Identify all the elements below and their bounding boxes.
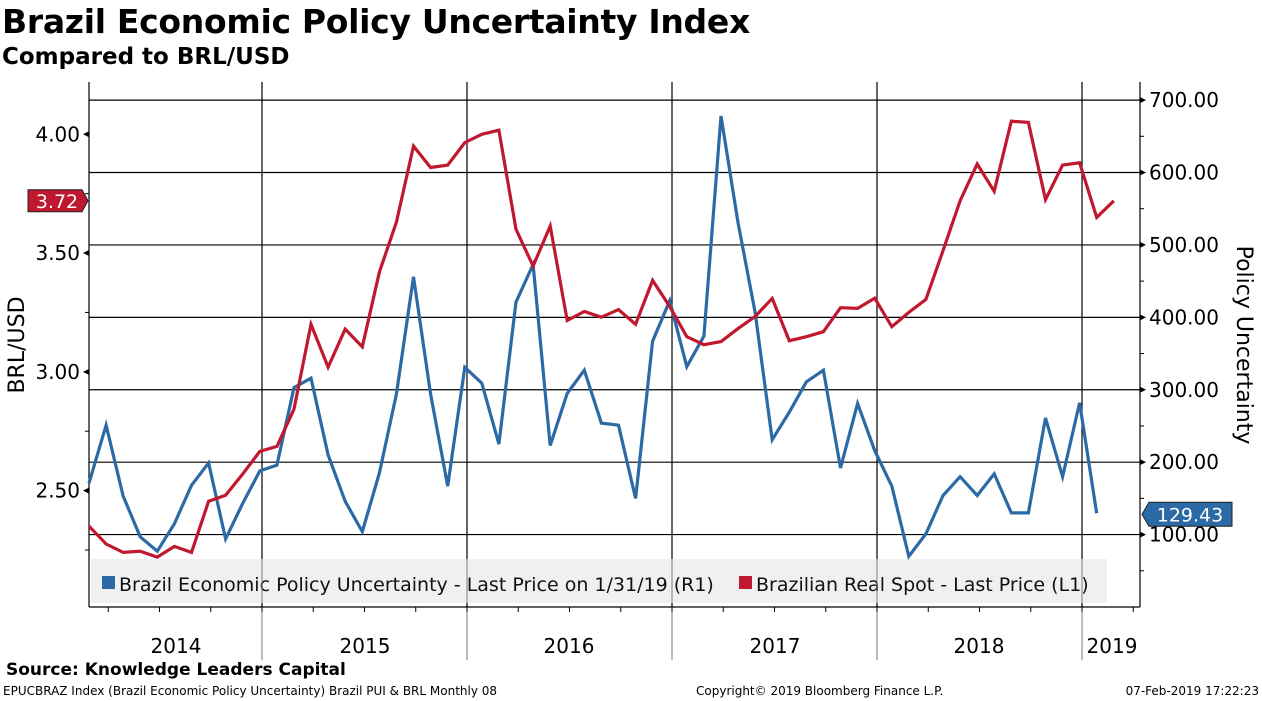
axes: 2.503.003.504.00100.00200.00300.00400.00… — [35, 82, 1219, 658]
footer-copyright: Copyright© 2019 Bloomberg Finance L.P. — [696, 684, 944, 698]
x-axis-year-label: 2014 — [151, 634, 202, 658]
right-axis-tick-label: 500.00 — [1149, 233, 1219, 257]
left-axis-tick-label: 3.50 — [35, 241, 80, 265]
x-axis-year-label: 2016 — [544, 634, 595, 658]
legend-label-policy-uncertainty: Brazil Economic Policy Uncertainty - Las… — [119, 574, 714, 596]
legend-label-brl-spot: Brazilian Real Spot - Last Price (L1) — [756, 574, 1089, 596]
last-value-text-policy: 129.43 — [1157, 504, 1223, 526]
left-axis-tick — [83, 131, 89, 138]
left-axis-label: BRL/USD — [5, 296, 30, 393]
right-axis-tick — [1140, 459, 1146, 466]
last-value-tag-brl — [27, 189, 89, 213]
right-axis-tick-label: 600.00 — [1149, 161, 1219, 185]
x-axis-year-label: 2015 — [340, 634, 391, 658]
left-axis-tick — [83, 487, 89, 494]
chart-title: Brazil Economic Policy Uncertainty Index — [2, 2, 750, 41]
legend-background — [91, 559, 1107, 603]
right-axis-tick — [1140, 169, 1146, 176]
right-axis-tick — [1140, 531, 1146, 538]
x-axis-year-label: 2018 — [954, 634, 1005, 658]
source-note: Source: Knowledge Leaders Capital — [6, 660, 346, 680]
right-axis-tick — [1140, 314, 1146, 321]
left-axis-tick-label: 3.00 — [35, 360, 80, 384]
chart-subtitle: Compared to BRL/USD — [2, 44, 290, 70]
right-axis-label: Policy Uncertainty — [1231, 246, 1256, 445]
legend: Brazil Economic Policy Uncertainty - Las… — [91, 559, 1107, 603]
legend-swatch-brl-spot — [739, 576, 752, 589]
last-value-tag-policy — [1141, 501, 1233, 527]
left-axis-tick — [83, 368, 89, 375]
legend-swatch-policy-uncertainty — [102, 576, 115, 589]
left-axis-tick — [83, 250, 89, 257]
footer-description: EPUCBRAZ Index (Brazil Economic Policy U… — [3, 684, 498, 698]
right-axis-tick-label: 700.00 — [1149, 88, 1219, 112]
left-axis-tick-label: 2.50 — [35, 479, 80, 503]
x-axis-year-label: 2017 — [750, 634, 801, 658]
last-value-tags: 3.72 129.43 — [27, 189, 1233, 527]
series-line-policy-uncertainty — [87, 115, 1099, 560]
last-value-text-brl: 3.72 — [36, 191, 78, 213]
right-axis-tick — [1140, 97, 1146, 104]
right-axis-tick-label: 200.00 — [1149, 450, 1219, 474]
right-axis-tick-label: 300.00 — [1149, 378, 1219, 402]
series-line-brl-spot — [87, 119, 1115, 559]
gridlines — [89, 82, 1140, 660]
x-axis-year-label: 2019 — [1087, 634, 1138, 658]
right-axis-tick — [1140, 386, 1146, 393]
right-axis-tick — [1140, 241, 1146, 248]
right-axis-tick-label: 400.00 — [1149, 305, 1219, 329]
footer-timestamp: 07-Feb-2019 17:22:23 — [1125, 684, 1259, 698]
left-axis-tick-label: 4.00 — [35, 122, 80, 146]
series-lines — [87, 115, 1115, 560]
